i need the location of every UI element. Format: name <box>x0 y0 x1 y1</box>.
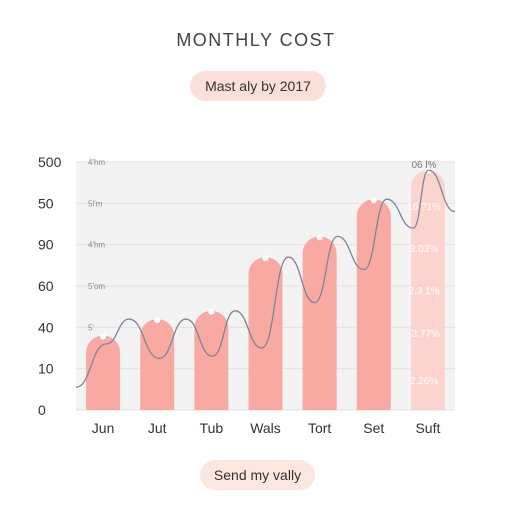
percent-label: 2.26% <box>410 376 438 387</box>
x-tick-label: Tort <box>308 420 331 436</box>
x-tick-label: Tub <box>200 420 224 436</box>
percent-label: 16.?1% <box>407 202 441 213</box>
bar-dot <box>154 317 161 324</box>
bar-dot <box>316 234 323 241</box>
y-tick-label: 10 <box>38 361 54 377</box>
bar-dot <box>262 255 269 262</box>
bar <box>356 199 391 410</box>
bar-dot <box>208 308 215 315</box>
percent-label: 06 l% <box>411 160 436 171</box>
inner-label: 4'hm <box>88 158 105 167</box>
y-tick-label: 0 <box>38 402 46 418</box>
inner-label: 5l'm <box>88 199 103 208</box>
y-tick-label: 40 <box>38 319 54 335</box>
y-tick-label: 60 <box>38 278 54 294</box>
series-line <box>75 169 456 388</box>
x-tick-label: Wals <box>250 420 281 436</box>
y-tick-label: 500 <box>38 154 62 170</box>
inner-label: 5'om <box>88 282 105 291</box>
bar <box>86 335 121 410</box>
bar-dot <box>100 333 107 340</box>
x-tick-label: Set <box>363 420 384 436</box>
chart-title: MONTHLY COST <box>176 30 336 50</box>
percent-label: 3.03% <box>410 244 438 255</box>
inner-label: 5' <box>88 323 94 332</box>
x-tick-label: Jut <box>148 420 167 436</box>
inner-label: 4'hm <box>88 241 105 250</box>
bar <box>248 257 283 410</box>
percent-label: 2.3 1% <box>408 286 439 297</box>
percent-label: -3.77% <box>408 329 440 340</box>
x-tick-label: Jun <box>92 420 115 436</box>
bar <box>410 170 445 410</box>
y-tick-label: 50 <box>38 195 54 211</box>
send-button[interactable]: Send my vally <box>200 460 315 490</box>
bar-dot <box>370 197 377 204</box>
bar <box>302 236 337 410</box>
bar <box>194 310 229 410</box>
x-tick-label: Suft <box>415 420 440 436</box>
subtitle-pill: Mast aly by 2017 <box>190 71 326 101</box>
bar <box>140 319 175 410</box>
y-tick-label: 90 <box>38 237 54 253</box>
